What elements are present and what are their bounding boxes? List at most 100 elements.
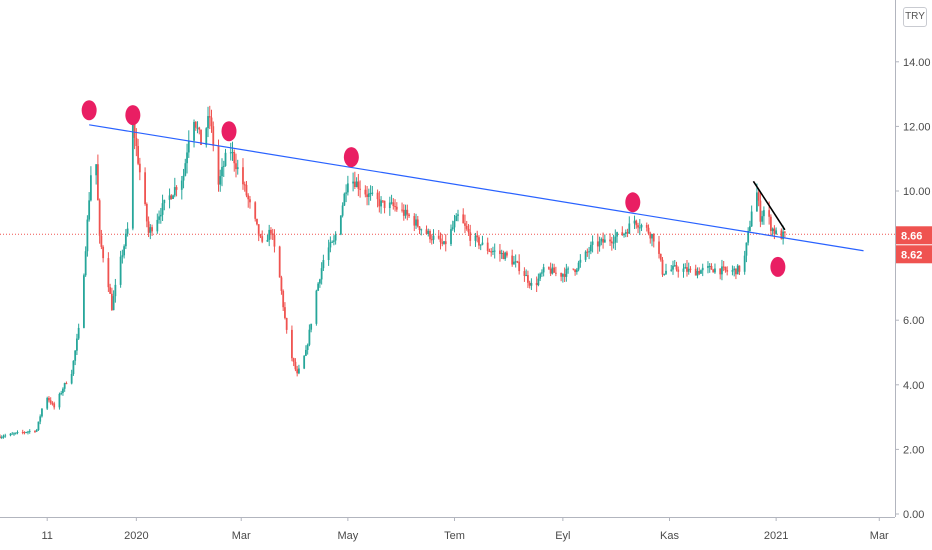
candle bbox=[123, 244, 126, 259]
candle bbox=[408, 213, 410, 218]
candle bbox=[455, 213, 458, 222]
candle bbox=[88, 192, 91, 222]
candle bbox=[380, 196, 382, 214]
candle bbox=[584, 250, 587, 262]
x-tick-label: Kas bbox=[660, 530, 679, 542]
time-axis[interactable]: 11 2020 Mar May Tem Eyl Kas 2021 Mar bbox=[41, 517, 889, 542]
highlight-marker[interactable] bbox=[221, 121, 237, 142]
candle bbox=[453, 214, 456, 233]
candle bbox=[49, 397, 52, 405]
candle bbox=[658, 235, 660, 259]
highlight-marker[interactable] bbox=[81, 100, 97, 121]
candle bbox=[575, 267, 578, 275]
candle bbox=[624, 229, 627, 238]
candle bbox=[612, 234, 615, 249]
candle bbox=[310, 323, 313, 333]
candle bbox=[245, 181, 248, 198]
candle bbox=[518, 254, 521, 275]
candle bbox=[586, 248, 589, 257]
candle bbox=[502, 250, 505, 260]
candle bbox=[76, 333, 78, 356]
candle bbox=[266, 234, 269, 242]
candle bbox=[198, 126, 201, 135]
candle bbox=[119, 250, 122, 288]
candle bbox=[745, 242, 748, 263]
candle bbox=[401, 202, 403, 213]
highlight-marker[interactable] bbox=[625, 192, 641, 213]
currency-badge[interactable]: TRY bbox=[903, 7, 927, 27]
candle bbox=[535, 276, 538, 292]
candle bbox=[303, 355, 306, 370]
candle bbox=[184, 158, 187, 177]
candle bbox=[285, 317, 288, 334]
candle bbox=[708, 263, 711, 273]
x-tick-label: Mar bbox=[870, 530, 889, 542]
candle bbox=[62, 387, 64, 396]
candle bbox=[626, 228, 629, 238]
candle bbox=[577, 260, 580, 272]
candle bbox=[318, 278, 321, 288]
candle bbox=[388, 196, 391, 216]
candle bbox=[773, 225, 776, 240]
candle bbox=[231, 141, 234, 161]
candle bbox=[173, 177, 176, 198]
y-tick-label: 12.00 bbox=[903, 121, 931, 133]
candle bbox=[469, 224, 472, 247]
candle bbox=[616, 231, 618, 243]
price-tags: 8.66 8.62 bbox=[896, 226, 932, 264]
candle bbox=[769, 214, 772, 236]
candle bbox=[490, 248, 493, 257]
y-tick-label: 10.00 bbox=[903, 186, 931, 198]
candle bbox=[35, 428, 38, 433]
highlight-marker[interactable] bbox=[770, 256, 786, 277]
x-tick-label: 2021 bbox=[764, 530, 788, 542]
highlight-marker[interactable] bbox=[125, 105, 141, 126]
candle bbox=[554, 266, 557, 277]
candle bbox=[603, 234, 606, 243]
candle bbox=[749, 220, 751, 232]
candle bbox=[457, 209, 459, 222]
candle bbox=[359, 180, 361, 198]
candle bbox=[574, 269, 577, 276]
candle bbox=[278, 245, 281, 278]
candle bbox=[196, 121, 199, 134]
candle bbox=[51, 401, 54, 406]
candle bbox=[598, 236, 601, 252]
candle bbox=[640, 223, 643, 232]
candle bbox=[750, 205, 753, 227]
candle bbox=[572, 268, 575, 271]
candle bbox=[107, 252, 110, 292]
candle bbox=[219, 169, 222, 192]
candle bbox=[242, 158, 244, 190]
candle bbox=[429, 229, 431, 243]
candle bbox=[247, 193, 250, 208]
candle bbox=[70, 369, 73, 385]
x-tick-label: Mar bbox=[232, 530, 251, 542]
candle bbox=[308, 324, 311, 347]
candle bbox=[514, 254, 517, 268]
x-tick-label: Eyl bbox=[555, 530, 570, 542]
price-tag-label: 8.62 bbox=[901, 249, 922, 261]
highlight-marker[interactable] bbox=[343, 147, 359, 168]
y-tick-label: 2.00 bbox=[903, 444, 924, 456]
candle bbox=[193, 119, 195, 148]
candle bbox=[378, 191, 381, 213]
candle bbox=[294, 358, 297, 372]
long-trendline[interactable] bbox=[89, 124, 864, 252]
candle bbox=[327, 239, 330, 266]
candle bbox=[292, 357, 295, 367]
candle bbox=[486, 237, 489, 255]
candle bbox=[759, 192, 762, 228]
candle bbox=[710, 263, 713, 270]
candle bbox=[168, 188, 171, 209]
candle bbox=[747, 227, 750, 246]
candle bbox=[735, 268, 737, 280]
candle bbox=[756, 183, 758, 212]
short-trendline[interactable] bbox=[752, 180, 786, 231]
candle bbox=[151, 224, 153, 236]
candle bbox=[479, 244, 482, 251]
candle bbox=[637, 222, 639, 234]
candle bbox=[673, 260, 676, 267]
